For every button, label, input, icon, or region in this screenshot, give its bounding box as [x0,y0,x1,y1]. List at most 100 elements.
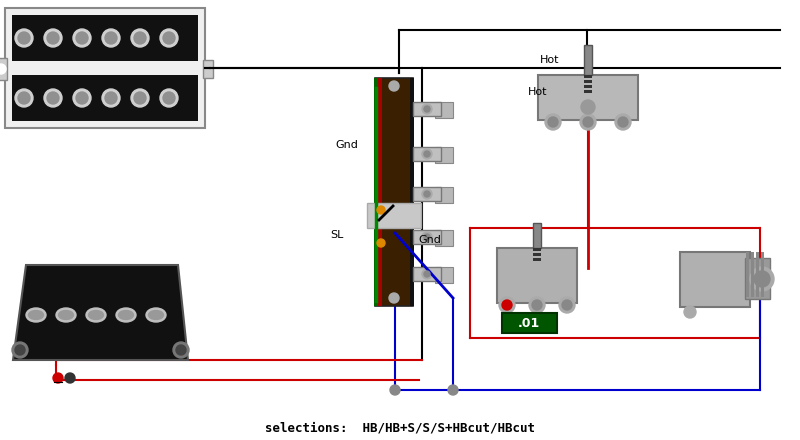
Bar [374,78,378,306]
Circle shape [377,206,385,214]
Circle shape [390,385,400,395]
Circle shape [73,29,91,47]
Circle shape [76,32,88,44]
Circle shape [499,297,515,313]
Bar [533,223,541,248]
Ellipse shape [26,308,46,322]
Bar [12,75,198,121]
Bar [584,80,592,83]
Bar [680,252,750,307]
Circle shape [583,117,593,127]
Circle shape [44,29,62,47]
Circle shape [47,92,59,104]
Text: Gnd: Gnd [418,235,441,245]
Circle shape [18,32,30,44]
Bar [584,45,592,75]
Bar [497,248,577,303]
Circle shape [424,106,430,112]
Circle shape [581,100,595,114]
Circle shape [448,385,458,395]
Bar [413,187,441,201]
Circle shape [131,89,149,107]
Text: .01: .01 [518,316,540,330]
Circle shape [422,189,432,199]
Circle shape [422,149,432,159]
Polygon shape [13,265,188,360]
Bar [367,203,421,228]
Circle shape [15,345,25,355]
Bar [584,85,592,88]
Circle shape [134,92,146,104]
Ellipse shape [56,308,76,322]
Circle shape [750,267,774,291]
Circle shape [389,81,399,91]
Bar [413,267,441,281]
Bar [745,258,770,299]
Circle shape [163,92,175,104]
Text: Hot: Hot [528,87,547,97]
Bar [751,252,754,297]
Bar [435,187,453,203]
Circle shape [15,89,33,107]
Bar [413,102,441,116]
Bar [502,313,557,333]
Circle shape [754,271,770,287]
Circle shape [44,89,62,107]
Circle shape [422,104,432,114]
Circle shape [105,92,117,104]
Circle shape [0,64,6,74]
Circle shape [580,114,596,130]
Bar [378,78,382,306]
Circle shape [377,239,385,247]
Bar [410,78,414,306]
Circle shape [618,117,628,127]
Bar [761,252,764,297]
Circle shape [389,293,399,303]
Bar [203,60,213,78]
Circle shape [160,29,178,47]
Bar [435,147,453,163]
Bar [435,230,453,246]
Circle shape [502,300,512,310]
Bar [375,78,413,306]
Circle shape [424,234,430,240]
Circle shape [615,114,631,130]
Bar [413,230,441,244]
Bar [538,75,638,120]
Text: SL: SL [330,230,343,240]
Circle shape [73,89,91,107]
Bar [435,267,453,283]
Bar [584,90,592,93]
Circle shape [422,232,432,242]
Bar [584,75,592,78]
Ellipse shape [86,308,106,322]
Text: Gnd: Gnd [335,140,358,150]
Circle shape [18,92,30,104]
Circle shape [684,306,696,318]
Bar [12,15,198,61]
Circle shape [529,297,545,313]
Circle shape [12,342,28,358]
Circle shape [160,89,178,107]
Circle shape [424,151,430,157]
Circle shape [424,191,430,197]
Circle shape [173,342,189,358]
Circle shape [102,29,120,47]
Ellipse shape [58,311,74,319]
Circle shape [102,89,120,107]
Circle shape [134,32,146,44]
Text: Hot: Hot [540,55,559,65]
Circle shape [559,297,575,313]
Circle shape [76,92,88,104]
Bar [756,252,759,297]
Ellipse shape [146,308,166,322]
Text: selections:  HB/HB+S/S/S+HBcut/HBcut: selections: HB/HB+S/S/S+HBcut/HBcut [265,422,535,435]
Circle shape [105,32,117,44]
Bar [533,248,541,251]
Circle shape [53,373,63,383]
Ellipse shape [29,311,43,319]
Circle shape [131,29,149,47]
Bar [413,147,441,161]
Bar [435,102,453,118]
Bar [533,253,541,256]
